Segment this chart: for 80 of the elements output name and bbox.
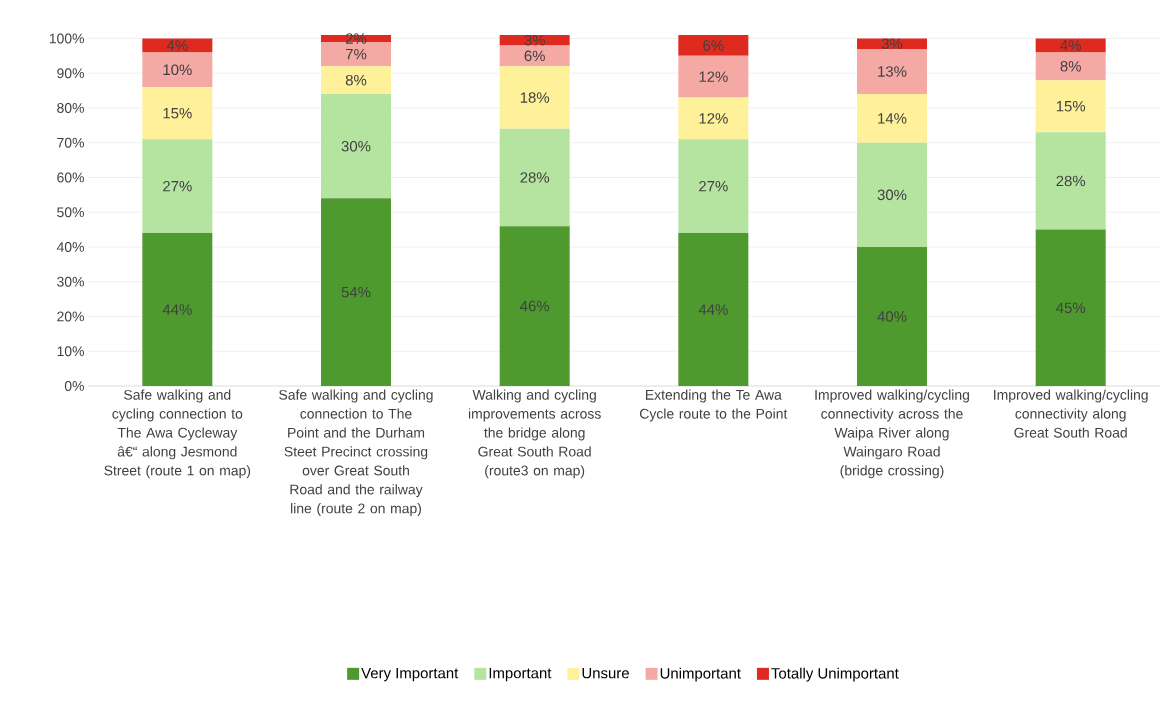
x-tick-label: Extending the Te Awa Cycle route to the Point <box>640 389 788 422</box>
bar <box>321 35 391 42</box>
data-label: 54% <box>341 286 371 298</box>
x-tick-label: Improved walking/cycling connectivity along Great South Road <box>994 389 1148 438</box>
data-label: 12% <box>699 113 728 124</box>
y-tick-label: 10% <box>57 346 84 357</box>
x-tick-label: Safe walking and cycling connection to The Point and the Durham Steet Precinct crossing over Great South Road and the railway line (route 2 on map) <box>279 389 433 517</box>
bar <box>857 48 928 95</box>
bar <box>678 55 749 98</box>
bar <box>142 139 213 234</box>
data-label: 3% <box>524 34 545 46</box>
bar <box>678 35 749 56</box>
data-label: 44% <box>698 304 728 315</box>
bar <box>499 128 570 227</box>
bar <box>142 38 213 53</box>
bar <box>499 226 570 386</box>
data-label: 28% <box>520 172 550 183</box>
legend-label: Totally Unimportant <box>771 667 899 682</box>
data-label: 8% <box>1060 60 1081 72</box>
legend-label: Unsure <box>582 667 629 679</box>
y-tick-label: 50% <box>57 207 84 218</box>
y-tick-label: 40% <box>56 242 84 252</box>
bar <box>321 66 391 95</box>
data-label: 3% <box>881 38 903 49</box>
data-label: 8% <box>345 74 367 86</box>
bar <box>142 52 213 88</box>
data-label: 6% <box>524 50 545 62</box>
data-label: 12% <box>699 71 728 82</box>
bar <box>1035 229 1106 386</box>
y-tick-label: 100% <box>49 33 84 44</box>
data-label: 44% <box>162 304 192 315</box>
bar <box>857 142 928 247</box>
legend-label: Important <box>489 667 552 682</box>
data-label: 14% <box>878 113 907 124</box>
bar <box>857 246 928 386</box>
data-label: 28% <box>1056 175 1086 187</box>
data-label: 13% <box>878 66 907 77</box>
data-label: 6% <box>703 40 724 51</box>
bar <box>1035 132 1106 230</box>
y-tick-label: 60% <box>57 172 84 183</box>
bar <box>142 233 213 386</box>
bar <box>321 94 391 199</box>
bar <box>678 233 749 386</box>
data-label: 30% <box>877 189 907 201</box>
bar <box>678 139 749 234</box>
y-tick-label: 0% <box>64 381 84 391</box>
y-tick-label: 70% <box>57 137 84 148</box>
x-tick-label: Walking and cycling improvements across the bridge along Great South Road (route3 on map) <box>468 389 601 479</box>
data-label: 7% <box>345 48 367 60</box>
data-label: 15% <box>163 107 192 119</box>
data-label: 46% <box>520 300 550 312</box>
data-label: 18% <box>520 92 550 103</box>
y-tick-label: 20% <box>57 311 84 322</box>
bar <box>499 45 570 67</box>
bar <box>499 66 570 129</box>
bar <box>1035 38 1106 53</box>
data-label: 40% <box>877 311 907 322</box>
bar <box>857 38 928 49</box>
legend-label: Unimportant <box>660 667 741 682</box>
x-tick-label: Safe walking and cycling connection to The Awa Cycleway â€“ along Jesmond Street (route 1 on map) <box>104 389 251 479</box>
data-label: 2% <box>345 33 367 44</box>
data-label: 4% <box>1060 40 1081 51</box>
bar <box>142 87 213 140</box>
bar <box>678 97 749 140</box>
legend-label: Very Important <box>361 667 459 682</box>
data-label: 27% <box>163 180 192 192</box>
data-label: 15% <box>1056 100 1086 112</box>
data-label: 45% <box>1056 302 1086 314</box>
data-label: 30% <box>341 140 371 152</box>
bar <box>1035 52 1106 81</box>
x-tick-label: Improved walking/cycling connectivity across the Waipa River along Waingaro Road (bridge crossing) <box>815 389 969 479</box>
y-tick-label: 90% <box>57 68 84 79</box>
data-label: 27% <box>699 180 728 192</box>
bar <box>321 198 391 386</box>
bar <box>857 94 928 143</box>
y-tick-label: 30% <box>57 276 84 287</box>
bar <box>1035 80 1106 133</box>
y-tick-label: 80% <box>57 103 84 113</box>
data-label: 4% <box>166 40 188 51</box>
data-label: 10% <box>163 64 192 76</box>
